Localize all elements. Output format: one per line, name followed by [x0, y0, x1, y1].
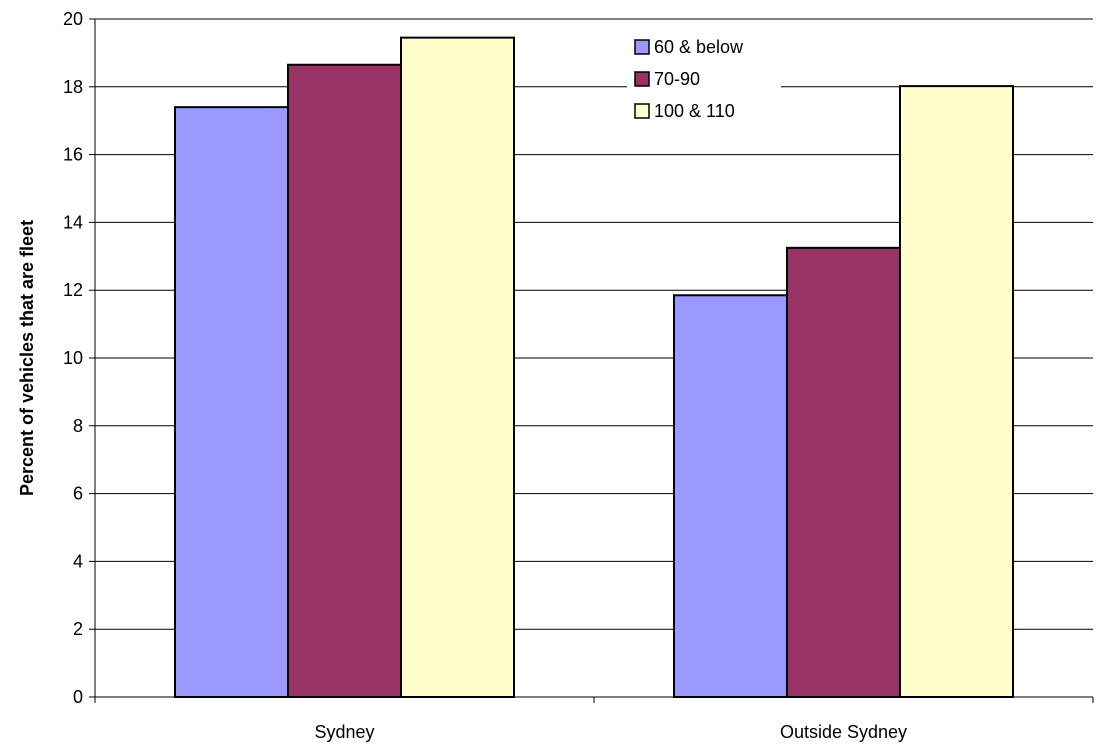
bars — [174, 36, 1014, 698]
bar — [400, 36, 515, 698]
y-tick-label: 8 — [73, 416, 83, 436]
y-tick-label: 16 — [63, 145, 83, 165]
bar — [287, 63, 402, 698]
y-tick-label: 20 — [63, 9, 83, 29]
y-tick-label: 12 — [63, 280, 83, 300]
x-axis-labels: Sydney Outside Sydney — [314, 722, 907, 742]
y-tick-label: 14 — [63, 212, 83, 232]
bar — [786, 246, 901, 698]
y-tick-label: 2 — [73, 619, 83, 639]
x-category-label: Outside Sydney — [780, 722, 907, 742]
x-category-label: Sydney — [314, 722, 374, 742]
y-tick-label: 0 — [73, 687, 83, 707]
y-tick-label: 18 — [63, 77, 83, 97]
legend-swatch — [634, 71, 650, 87]
legend-swatch — [634, 39, 650, 55]
bar — [673, 294, 788, 698]
legend-label: 70-90 — [654, 69, 700, 89]
bar — [899, 85, 1014, 698]
y-axis-label: Percent of vehicles that are fleet — [17, 220, 37, 496]
legend-label: 60 & below — [654, 37, 744, 57]
legend-label: 100 & 110 — [654, 101, 735, 121]
y-tick-label: 10 — [63, 348, 83, 368]
legend: 60 & below 70-90 100 & 110 — [627, 29, 781, 135]
y-axis-ticks: 0 2 4 6 8 10 12 14 16 18 20 — [63, 9, 95, 707]
y-tick-label: 6 — [73, 484, 83, 504]
y-tick-label: 4 — [73, 551, 83, 571]
legend-swatch — [634, 103, 650, 119]
bar — [174, 106, 289, 698]
legend-box — [627, 29, 781, 135]
